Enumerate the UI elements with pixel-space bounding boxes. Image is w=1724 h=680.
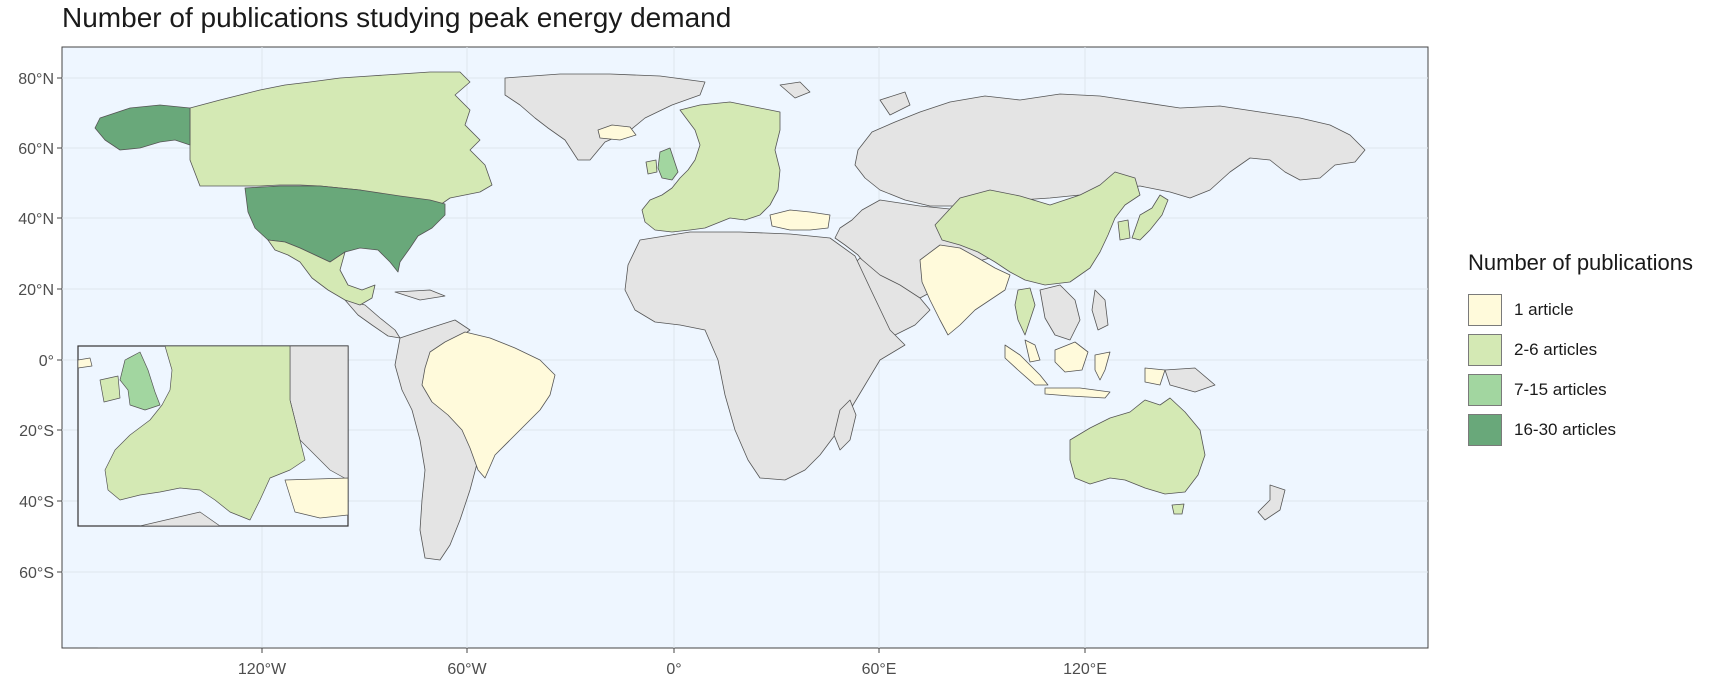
legend-color-key [1468,414,1502,446]
lat-tick-label: 20°S [19,423,54,440]
china [934,171,1141,286]
no-data-land [97,73,1366,648]
cuba [394,289,446,301]
mexico [267,239,376,306]
canada [189,71,493,213]
inset-iceland [78,357,93,369]
europe [641,101,781,233]
lat-tick-label: 60°N [18,141,54,158]
philippines [1091,289,1109,331]
legend-item: 1 article [1468,290,1693,330]
lat-tick-label: 0° [39,353,54,370]
inset-ireland [99,375,121,403]
south-korea [1117,219,1131,241]
legend: Number of publications 1 article 2-6 arti… [1468,250,1693,450]
madagascar [833,399,857,451]
central-america [344,299,401,339]
indonesia-sumatra [1004,344,1049,386]
map-title: Number of publications studying peak ene… [62,2,732,33]
legend-item: 2-6 articles [1468,330,1693,370]
lat-tick-label: 80°N [18,71,54,88]
legend-item-label: 2-6 articles [1514,340,1598,359]
alaska [94,104,191,151]
legend-item-label: 1 article [1514,300,1574,319]
papua [1164,367,1216,393]
europe-inset [77,345,349,527]
legend-item: 7-15 articles [1468,370,1693,410]
legend-color-key [1468,334,1502,366]
indonesia-papua [1144,367,1166,386]
indonesia-sulawesi [1094,351,1111,381]
inset-turkey [284,477,348,519]
africa [624,231,906,481]
longitude-labels: 120°W 60°W 0° 60°E 120°E [238,648,1107,678]
legend-color-key [1468,374,1502,406]
indonesia-java [1044,387,1111,399]
brazil [421,331,556,479]
india [919,244,1011,336]
lat-tick-label: 20°N [18,282,54,299]
united-kingdom [657,147,679,181]
turkey [769,209,831,231]
lon-tick-label: 0° [666,661,681,678]
ireland [645,159,658,175]
iceland [597,124,637,141]
malaysia [1024,339,1041,363]
lon-tick-label: 120°W [238,661,287,678]
legend-color-key [1468,294,1502,326]
lat-tick-label: 60°S [19,565,54,582]
inset-uk [119,351,161,411]
lon-tick-label: 60°W [447,661,487,678]
thailand [1014,287,1036,336]
australia [1069,397,1206,495]
legend-item: 16-30 articles [1468,410,1693,450]
new-zealand [1257,484,1286,521]
novaya-zemlya [879,91,911,116]
legend-item-label: 16-30 articles [1514,420,1617,439]
legend-title: Number of publications [1468,250,1694,275]
lon-tick-label: 60°E [862,661,897,678]
antarctica-fragment [97,647,321,648]
lon-tick-label: 120°E [1063,661,1107,678]
svalbard [779,81,811,99]
lat-tick-label: 40°S [19,494,54,511]
latitude-labels: 80°N 60°N 40°N 20°N 0° 20°S 40°S 60°S [18,71,62,582]
lat-tick-label: 40°N [18,211,54,228]
indochina [1039,284,1081,341]
legend-item-label: 7-15 articles [1514,380,1607,399]
inset-europe [104,346,306,521]
japan [1131,194,1169,241]
tasmania [1171,503,1185,515]
indonesia-borneo [1054,341,1089,373]
inset-africa [139,511,221,526]
